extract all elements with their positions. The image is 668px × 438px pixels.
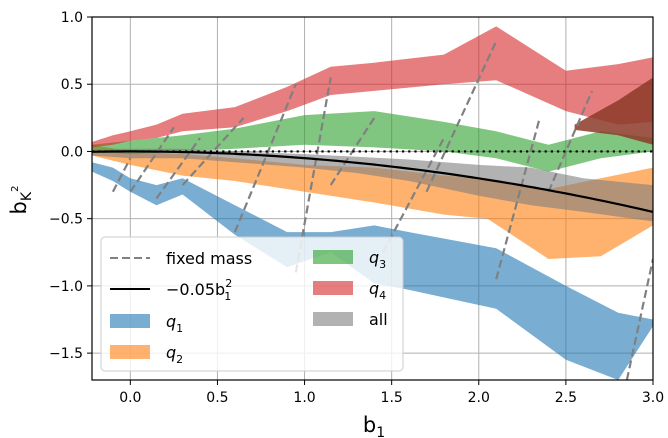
legend-q1-swatch xyxy=(110,314,150,328)
y-tick-label: −1.5 xyxy=(49,346,83,362)
x-axis-label: b1 xyxy=(363,413,385,438)
band-all xyxy=(92,148,653,222)
band-q4_q3_overlap_brown xyxy=(574,77,653,145)
legend-q4-swatch xyxy=(313,281,353,295)
x-tick-label: 0.5 xyxy=(206,390,228,406)
legend-q2-label: q2 xyxy=(166,343,183,366)
fixed-mass-line xyxy=(495,117,541,280)
legend-fit-label: −0.05b12 xyxy=(166,277,232,303)
legend-q3-label: q3 xyxy=(369,248,386,271)
fixed-mass-lines xyxy=(111,40,653,380)
fixed-mass-line xyxy=(294,77,332,273)
fixed-mass-line xyxy=(547,90,594,193)
x-axis-ticks: 0.0 0.5 1.0 1.5 2.0 2.5 3.0 xyxy=(119,380,664,406)
legend-box xyxy=(100,236,404,372)
svg-text:bK2: bK2 xyxy=(7,186,35,215)
legend-q3-swatch xyxy=(313,250,353,264)
legend-all-swatch xyxy=(313,312,353,326)
y-tick-label: 0.5 xyxy=(61,77,83,93)
fixed-mass-line xyxy=(381,137,445,253)
legend-q1-label: q1 xyxy=(166,312,183,335)
plot-frame xyxy=(91,16,654,381)
legend-fixed-mass-label: fixed mass xyxy=(166,249,252,268)
band-q2 xyxy=(92,144,653,259)
y-tick-label: 0.0 xyxy=(61,144,83,160)
x-tick-label: 2.0 xyxy=(468,390,490,406)
y-tick-label: −1.0 xyxy=(49,279,83,295)
fixed-mass-line xyxy=(129,126,175,193)
legend-all-label: all xyxy=(369,310,388,329)
x-tick-label: 1.5 xyxy=(381,390,403,406)
fixed-mass-line xyxy=(181,117,245,186)
y-axis-label: bK2 xyxy=(7,186,35,215)
y-tick-label: 1.0 xyxy=(61,10,83,26)
x-tick-label: 1.0 xyxy=(293,390,315,406)
x-tick-label: 0.0 xyxy=(119,390,141,406)
y-axis-ticks: 1.0 0.5 0.0 −0.5 −1.0 −1.5 xyxy=(49,10,92,362)
y-tick-label: −0.5 xyxy=(49,212,83,228)
band-q3 xyxy=(92,111,653,172)
fixed-mass-line xyxy=(233,83,297,233)
x-tick-label: 2.5 xyxy=(555,390,577,406)
x-tick-label: 3.0 xyxy=(642,390,664,406)
legend-q4-label: q4 xyxy=(369,279,386,302)
legend-q2-swatch xyxy=(110,345,150,359)
band-q4 xyxy=(92,26,653,148)
fixed-mass-line xyxy=(625,258,653,380)
fixed-mass-line xyxy=(111,157,132,193)
fixed-mass-line xyxy=(155,137,201,200)
legend: fixed mass −0.05b12 q1 q2 q3 q4 all xyxy=(100,236,404,372)
fixed-mass-line xyxy=(425,40,498,193)
